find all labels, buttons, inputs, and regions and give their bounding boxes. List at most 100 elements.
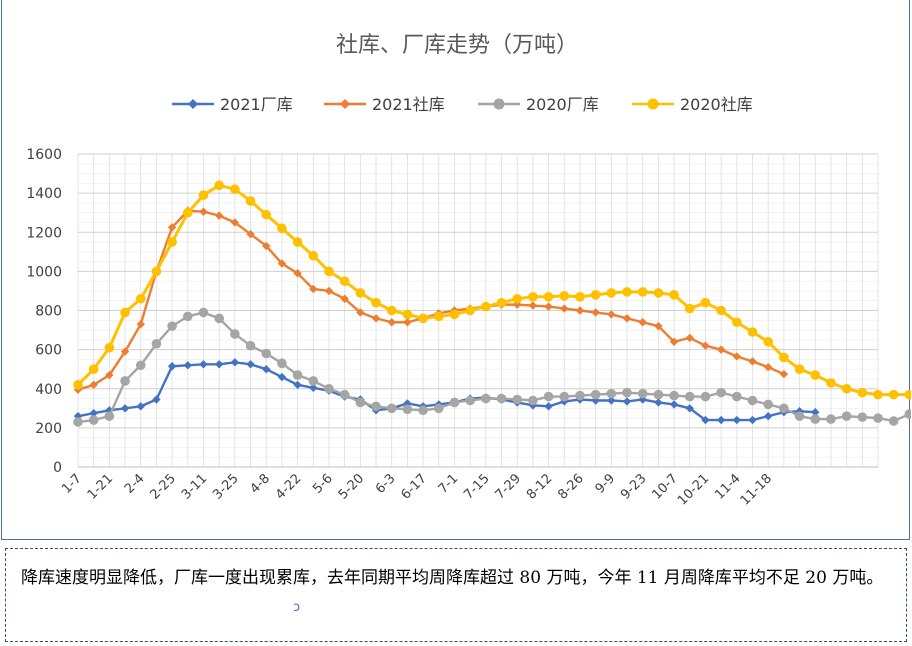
data-point (669, 290, 679, 300)
legend-item: 2020厂库 (478, 95, 599, 114)
data-point (590, 389, 601, 400)
y-tick-label: 1000 (26, 264, 62, 280)
data-point (418, 313, 428, 324)
x-tick-label: 7-15 (461, 471, 492, 502)
x-tick-label: 3-25 (210, 471, 241, 502)
data-point (277, 259, 287, 268)
data-point (622, 287, 632, 297)
data-point (292, 237, 303, 247)
data-point (607, 396, 616, 405)
chart-title: 社库、厂库走势（万吨） (336, 33, 578, 58)
data-point (308, 376, 319, 386)
data-point (606, 388, 617, 399)
data-point (904, 409, 911, 419)
legend-marker (493, 98, 505, 110)
data-point (386, 403, 397, 414)
data-point (560, 304, 569, 313)
x-axis: 1-7 1-21 2-4 2-25 3-11 3-25 4-8 4-22 5-6 5-20 6-3 6… (59, 471, 775, 508)
data-point (371, 314, 381, 323)
x-tick-label: 7-29 (493, 471, 524, 502)
data-point (371, 401, 381, 412)
data-point (120, 347, 130, 356)
data-point (433, 311, 444, 322)
legend-item: 2021社库 (324, 95, 445, 114)
data-point (261, 209, 272, 220)
data-point (684, 303, 695, 314)
y-axis: 0 200 400 600 800 1000 1200 1400 1600 (26, 147, 62, 476)
data-point (151, 338, 162, 349)
data-point (575, 306, 585, 315)
data-point (386, 305, 397, 316)
x-tick-label: 10-21 (675, 471, 712, 508)
data-point (167, 321, 177, 331)
legend-label: 2020厂库 (526, 95, 599, 114)
data-point (88, 415, 99, 425)
data-point (481, 393, 491, 404)
data-point (607, 310, 616, 319)
data-point (308, 250, 319, 261)
legend-item: 2021厂库 (172, 95, 293, 114)
data-point (136, 319, 145, 329)
x-tick-label: 9-9 (593, 471, 619, 497)
series-line (77, 361, 816, 422)
data-point (763, 363, 773, 372)
data-point (700, 391, 711, 402)
data-point (246, 230, 255, 239)
data-point (701, 341, 710, 350)
data-point (198, 190, 209, 200)
data-point (120, 376, 130, 386)
y-tick-label: 400 (35, 382, 62, 398)
data-point (669, 400, 679, 409)
data-point (512, 394, 523, 405)
data-point (214, 313, 224, 324)
data-point (763, 399, 773, 410)
data-point (230, 184, 240, 195)
data-point (230, 329, 240, 339)
data-point (199, 207, 208, 216)
data-point (449, 309, 460, 320)
data-point (198, 307, 209, 318)
data-point (732, 415, 742, 425)
data-point (888, 389, 899, 400)
legend-label: 2020社库 (680, 95, 753, 114)
data-point (857, 387, 868, 398)
data-point (105, 370, 114, 380)
x-tick-label: 8-26 (555, 471, 586, 502)
data-point (340, 294, 349, 303)
data-point (543, 292, 554, 302)
series-4 (73, 180, 911, 400)
data-point (73, 417, 83, 427)
data-point (152, 395, 161, 404)
data-point (88, 364, 99, 374)
data-point (214, 180, 224, 191)
data-point (403, 318, 412, 327)
data-point (669, 390, 679, 401)
x-tick-label: 4-8 (247, 471, 273, 497)
data-point (433, 403, 444, 414)
data-point (120, 307, 130, 318)
data-point (591, 308, 600, 317)
data-point (199, 360, 208, 369)
legend-marker (647, 98, 659, 110)
data-point (449, 397, 460, 408)
data-point (559, 391, 570, 402)
legend-label: 2021社库 (372, 95, 445, 114)
chart-frame: 社库、厂库走势（万吨） 2021厂库 2021社库 2020厂库 2020社库 0 20… (1, 0, 911, 540)
data-point (543, 391, 554, 402)
data-point (371, 297, 381, 308)
data-point (763, 411, 773, 421)
y-tick-label: 0 (53, 460, 62, 476)
data-point (700, 297, 711, 308)
data-point (339, 389, 350, 400)
x-tick-label: 11-18 (738, 471, 775, 508)
data-point (638, 318, 647, 327)
data-point (496, 297, 507, 308)
data-point (841, 383, 852, 394)
data-point (528, 395, 538, 406)
data-point (810, 370, 821, 380)
note-box: 降库速度明显降低，厂库一度出现累库，去年同期平均周降库超过 80 万吨，今年 1… (5, 548, 907, 642)
series-1 (73, 358, 820, 425)
data-point (292, 370, 303, 380)
x-tick-label: 2-25 (147, 471, 178, 502)
y-tick-label: 1600 (26, 147, 62, 163)
